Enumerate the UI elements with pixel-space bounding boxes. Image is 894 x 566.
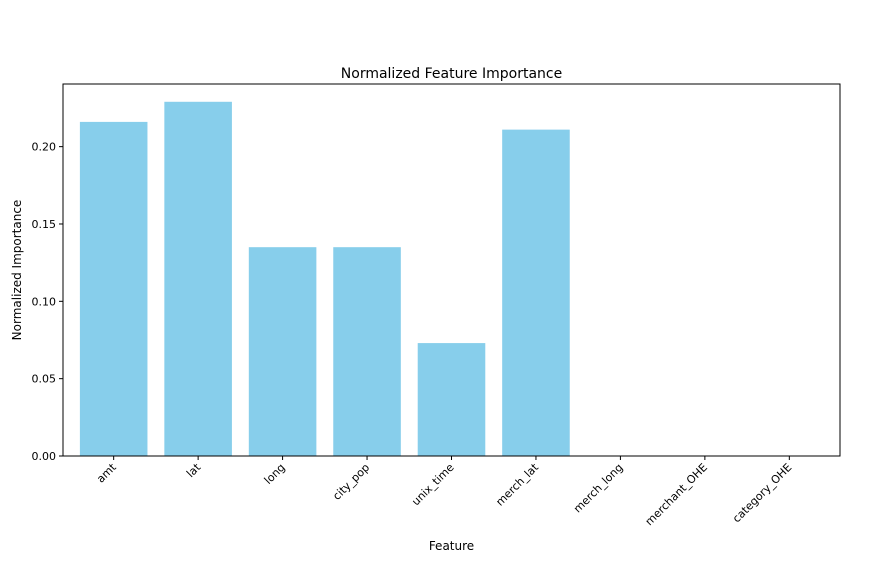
bars-group <box>79 101 570 457</box>
x-tick-label: amt <box>94 460 119 485</box>
bar-unix_time <box>417 343 486 456</box>
x-tick-label: lat <box>184 460 204 480</box>
x-tick-label: category_OHE <box>730 461 794 525</box>
y-tick-label: 0.05 <box>32 373 57 386</box>
x-tick-label: unix_time <box>409 461 456 508</box>
x-tick-label: long <box>262 461 288 487</box>
bar-city_pop <box>333 247 401 456</box>
y-tick-label: 0.15 <box>32 218 57 231</box>
y-axis-label: Normalized Importance <box>10 200 24 341</box>
y-tick-label: 0.00 <box>32 450 57 463</box>
x-tick-label: merch_lat <box>493 460 541 508</box>
bar-long <box>248 247 317 456</box>
y-tick-label: 0.20 <box>32 141 57 154</box>
x-tick-label: merch_long <box>571 461 625 515</box>
bar-merch_lat <box>502 129 570 456</box>
y-tick-label: 0.10 <box>32 295 57 308</box>
x-tick-label: merchant_OHE <box>643 461 710 528</box>
x-axis-label: Feature <box>429 539 474 553</box>
chart-title: Normalized Feature Importance <box>341 66 562 82</box>
bar-amt <box>79 121 148 456</box>
y-axis: 0.00 0.05 0.10 0.15 0.20 <box>32 141 63 463</box>
x-axis: amt lat long city_pop unix_time merch_lat merc… <box>94 456 794 528</box>
x-tick-label: city_pop <box>330 461 372 503</box>
bar-lat <box>164 101 232 457</box>
